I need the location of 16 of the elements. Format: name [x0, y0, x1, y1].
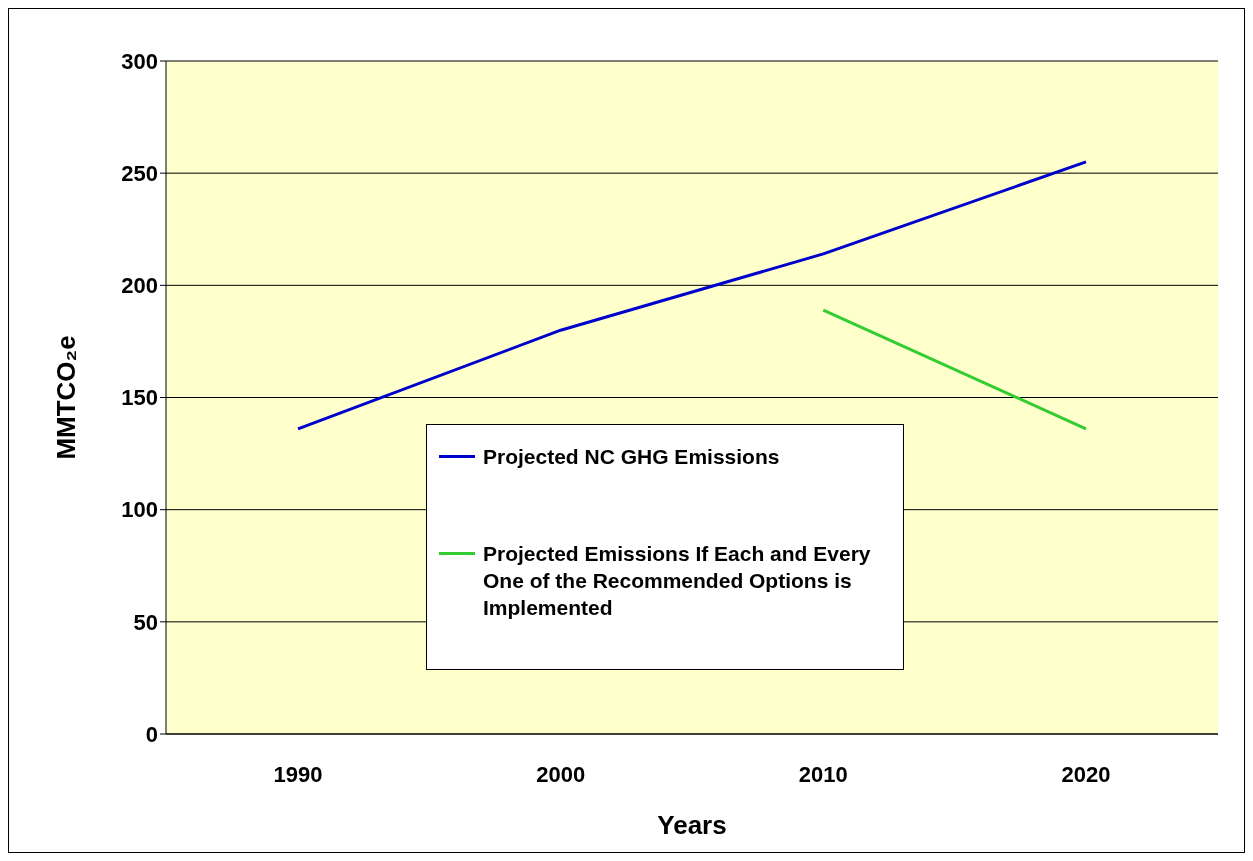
x-axis-title: Years [657, 810, 727, 840]
y-tick-label: 0 [145, 721, 158, 747]
x-tick-label: 2000 [536, 761, 586, 787]
legend-label: Projected Emissions If Each and Every One of the Recommended Options is Implemented [483, 541, 872, 621]
x-tick-label: 2010 [798, 761, 848, 787]
x-tick-label: 2020 [1061, 761, 1111, 787]
y-tick-label: 300 [121, 48, 158, 74]
y-tick-label: 100 [121, 497, 158, 523]
line-series [296, 160, 1088, 431]
y-tick-label: 250 [121, 160, 158, 186]
y-tick-label: 150 [121, 385, 158, 411]
y-tick-label: 200 [121, 273, 158, 299]
x-tick-label: 1990 [273, 761, 323, 787]
y-axis-title: MMTCO₂e [51, 335, 82, 460]
legend-label: Projected NC GHG Emissions [483, 444, 780, 470]
y-tick-label: 50 [133, 609, 158, 635]
